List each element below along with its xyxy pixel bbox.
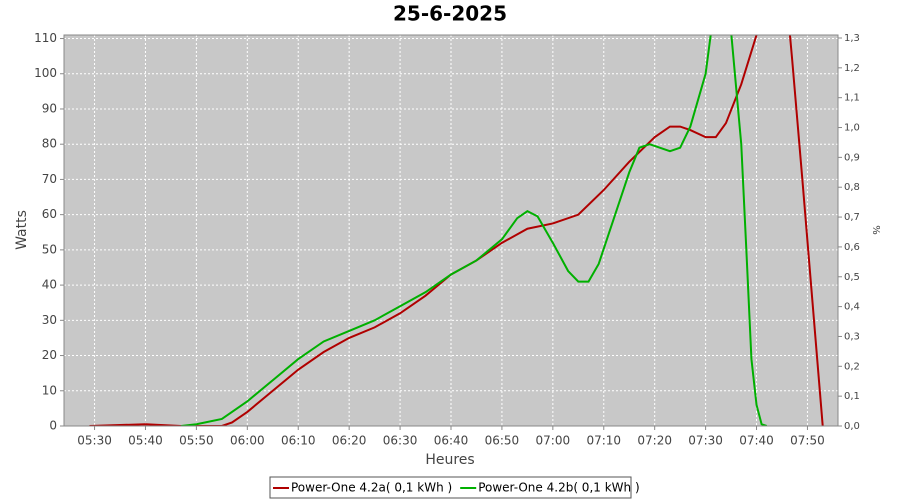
x-tick-label: 06:30 xyxy=(383,434,418,448)
y2-tick-label: 0,4 xyxy=(844,302,860,313)
x-tick-label: 05:40 xyxy=(128,434,163,448)
x-tick-label: 07:10 xyxy=(586,434,621,448)
x-tick-label: 07:00 xyxy=(536,434,571,448)
y2-tick-label: 0,3 xyxy=(844,331,860,342)
y2-tick-label: 1,2 xyxy=(844,63,860,74)
y2-tick-label: 0,6 xyxy=(844,242,860,253)
y-tick-label: 30 xyxy=(42,313,57,327)
y-tick-label: 10 xyxy=(42,383,57,397)
plot-border xyxy=(63,34,839,427)
y2-tick-label: 0,5 xyxy=(844,272,860,283)
grid xyxy=(64,35,838,427)
y2-tick-label: 0,8 xyxy=(844,182,860,193)
series-line xyxy=(181,35,768,426)
lines xyxy=(89,35,824,426)
x-tick-label: 05:30 xyxy=(77,434,112,448)
legend-label: Power-One 4.2a( 0,1 kWh ) xyxy=(291,481,452,495)
x-tick-label: 07:30 xyxy=(688,434,723,448)
chart-title: 25-6-2025 xyxy=(393,2,507,26)
axes: 0 10 20 30 40 50 60 70 80 90 100 110 0,0 0,1 0,2 0,3 0,4… xyxy=(34,31,860,447)
legend-label: Power-One 4.2b( 0,1 kWh ) xyxy=(478,481,639,495)
y-tick-label: 20 xyxy=(42,348,57,362)
y-tick-label: 40 xyxy=(42,278,57,292)
x-tick-label: 06:20 xyxy=(332,434,367,448)
y-axis-title: Watts xyxy=(14,210,30,250)
x-tick-label: 07:40 xyxy=(739,434,774,448)
legend-box xyxy=(269,476,632,499)
x-tick-label: 07:20 xyxy=(637,434,672,448)
x-tick-label: 06:50 xyxy=(485,434,520,448)
y-tick-label: 60 xyxy=(42,207,57,221)
x-tick-label: 07:50 xyxy=(790,434,825,448)
y-tick-label: 50 xyxy=(42,242,57,256)
y-tick-label: 0 xyxy=(49,419,57,433)
y2-tick-label: 0,7 xyxy=(844,212,860,223)
y2-tick-label: 1,3 xyxy=(844,33,860,44)
y-tick-label: 90 xyxy=(42,101,57,115)
y-tick-label: 100 xyxy=(34,66,57,80)
y2-tick-label: 0,0 xyxy=(844,421,860,432)
y-tick-label: 70 xyxy=(42,172,57,186)
y2-tick-label: 0,9 xyxy=(844,152,860,163)
y2-tick-label: 1,0 xyxy=(844,123,860,134)
y-tick-label: 110 xyxy=(34,31,57,45)
legend: Power-One 4.2a( 0,1 kWh ) Power-One 4.2b(… xyxy=(269,476,640,499)
y-tick-label: 80 xyxy=(42,137,57,151)
y2-tick-label: 0,2 xyxy=(844,361,860,372)
series-line xyxy=(89,35,824,426)
x-tick-label: 06:40 xyxy=(434,434,469,448)
y2-tick-label: 0,1 xyxy=(844,391,860,402)
x-tick-label: 06:00 xyxy=(230,434,265,448)
x-axis-title: Heures xyxy=(425,452,474,468)
x-tick-label: 05:50 xyxy=(179,434,214,448)
y2-tick-label: 1,1 xyxy=(844,93,860,104)
y2-axis-title: % xyxy=(870,225,881,235)
x-tick-label: 06:10 xyxy=(281,434,316,448)
